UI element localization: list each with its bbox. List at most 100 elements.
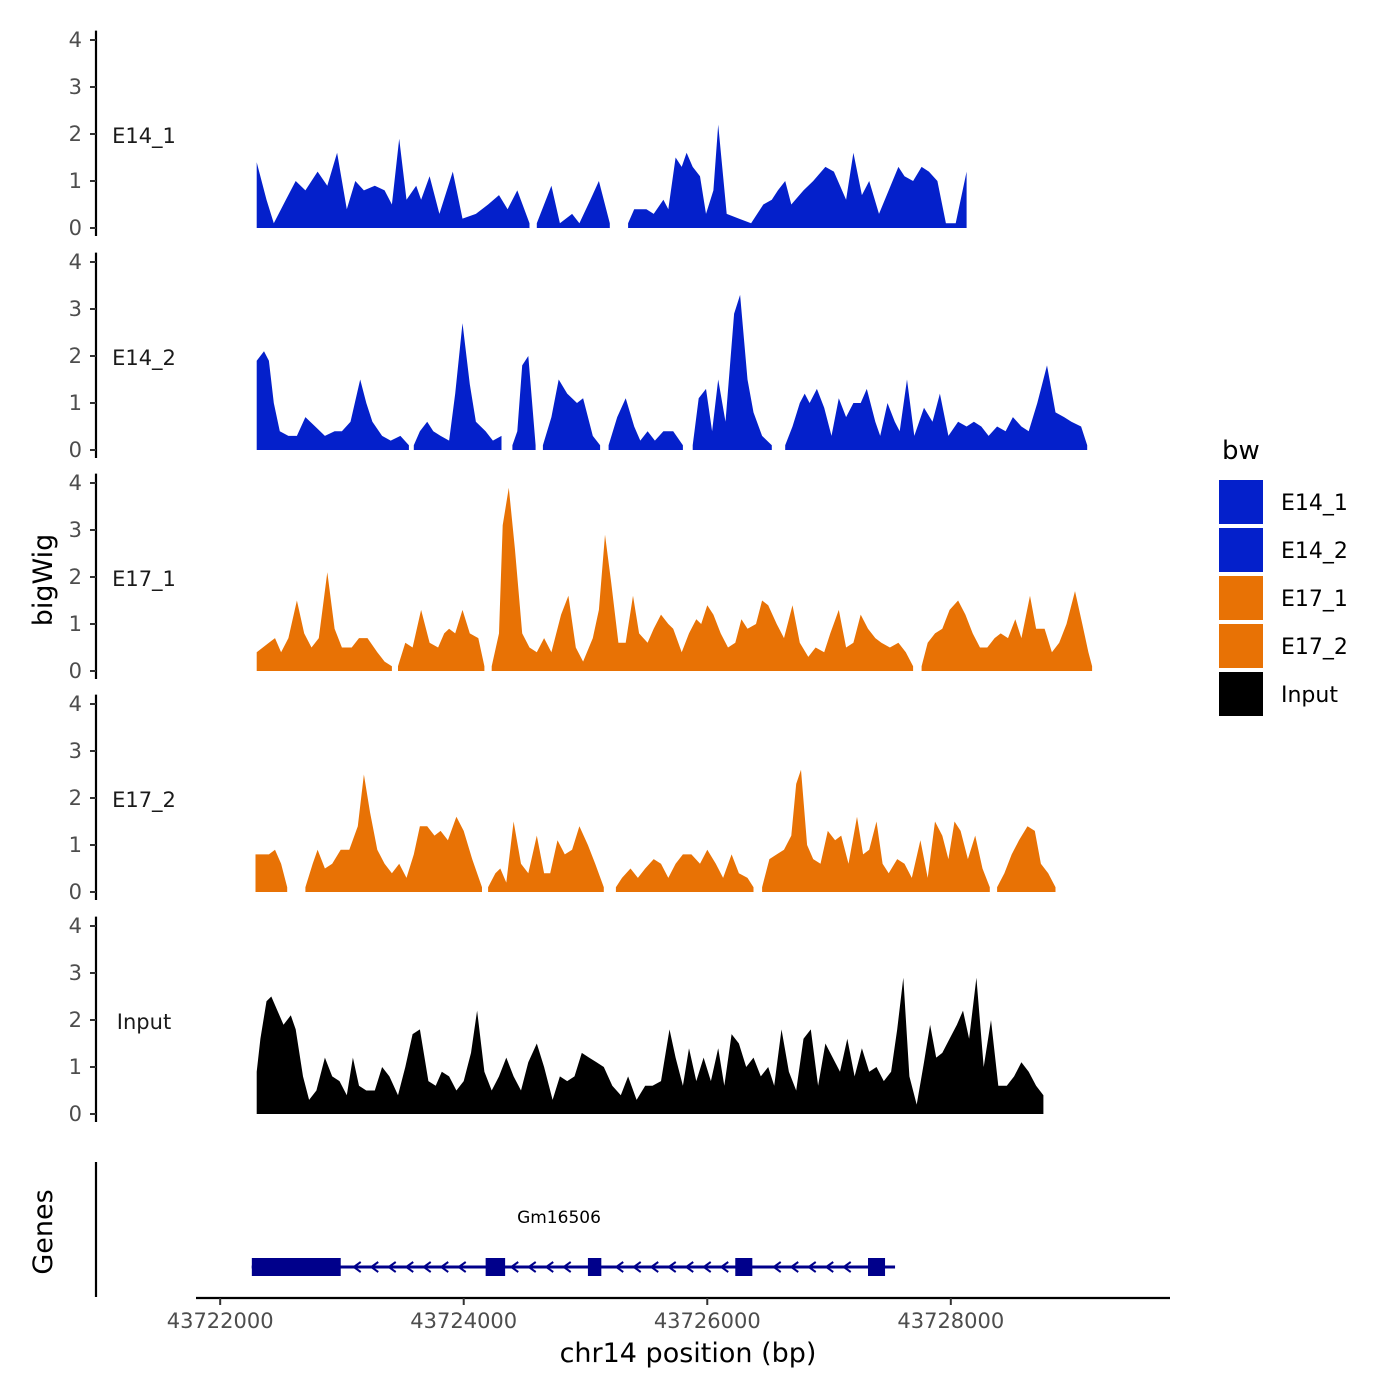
coverage-area-e17-2-4 (615, 849, 754, 892)
x-axis-title: chr14 position (bp) (560, 1338, 817, 1369)
track-e17-2: 0 1 2 3 4 E17_2 (69, 692, 1056, 904)
genes-axis-title: Genes (28, 1189, 59, 1274)
strand-arrow (544, 1261, 554, 1273)
coverage-area-e17-2-5 (762, 769, 990, 892)
coverage-area-input-1 (256, 977, 1044, 1114)
strand-arrow (404, 1261, 414, 1273)
strand-arrow (562, 1261, 572, 1273)
y-tick-label: 0 (69, 659, 82, 683)
strand-arrow (649, 1261, 659, 1273)
y-tick-label: 0 (69, 1102, 82, 1126)
gene-exon-2 (485, 1258, 506, 1276)
gene-label: Gm16506 (517, 1208, 601, 1228)
x-tick-label: 43724000 (410, 1309, 517, 1333)
coverage-area-e14-2-4 (542, 379, 601, 450)
y-tick-label: 1 (69, 391, 82, 415)
track-e14-2: 0 1 2 3 4 E14_2 (69, 250, 1088, 462)
y-tick-label: 1 (69, 1055, 82, 1079)
y-tick-label: 2 (69, 344, 82, 368)
y-tick-label: 3 (69, 739, 82, 763)
y-tick-label: 4 (69, 692, 82, 716)
track-e14-1: 0 1 2 3 4 E14_1 (69, 28, 967, 240)
track-e17-1: 0 1 2 3 4 E17_1 (69, 471, 1093, 683)
coverage-area-e14-1-3 (628, 124, 967, 228)
gene-exon-5 (868, 1258, 886, 1276)
gene-exon-3 (587, 1258, 602, 1276)
coverage-area-e14-1-1 (256, 138, 530, 228)
strand-arrow (702, 1261, 712, 1273)
track-label: E17_1 (112, 567, 176, 592)
legend-label: E17_1 (1281, 587, 1348, 612)
y-tick-label: 1 (69, 833, 82, 857)
legend: bw E14_1 E14_2 E17_1 E17_2 Input (1219, 436, 1348, 716)
strand-arrow (824, 1261, 834, 1273)
strand-arrow (719, 1261, 729, 1273)
y-tick-label: 2 (69, 565, 82, 589)
coverage-area-e17-1-2 (398, 609, 485, 671)
strand-arrow (614, 1261, 624, 1273)
strand-arrow (369, 1261, 379, 1273)
strand-arrow (422, 1261, 432, 1273)
legend-swatch-e17-2 (1219, 624, 1263, 668)
strand-arrow (789, 1261, 799, 1273)
strand-arrow (842, 1261, 852, 1273)
y-axis-title: bigWig (28, 534, 59, 627)
coverage-area-e14-1-2 (536, 181, 610, 228)
y-tick-label: 2 (69, 786, 82, 810)
coverage-area-e14-2-3 (512, 356, 536, 450)
y-tick-label: 2 (69, 1008, 82, 1032)
strand-arrow (352, 1261, 362, 1273)
y-tick-label: 4 (69, 28, 82, 52)
strand-arrow (457, 1261, 467, 1273)
x-tick-label: 43722000 (167, 1309, 274, 1333)
track-input: 0 1 2 3 4 Input (69, 914, 1044, 1126)
y-tick-label: 1 (69, 169, 82, 193)
gene-exon-4 (735, 1258, 753, 1276)
legend-label: E14_1 (1281, 491, 1348, 516)
coverage-area-e17-2-3 (488, 821, 604, 892)
y-tick-label: 0 (69, 438, 82, 462)
legend-swatch-e14-1 (1219, 480, 1263, 524)
track-panels: 0 1 2 3 4 E14_1 0 1 2 3 4 E14_2 0 1 2 3 4 E17_1 0 1 2 3 4 E17_2… (69, 28, 1093, 1126)
coverage-area-e17-2-2 (305, 774, 482, 892)
x-tick-label: 43728000 (897, 1309, 1004, 1333)
coverage-area-e17-1-3 (491, 487, 914, 671)
y-tick-label: 4 (69, 914, 82, 938)
legend-swatch-e17-1 (1219, 576, 1263, 620)
strand-arrow (632, 1261, 642, 1273)
x-axis: 43722000 43724000 43726000 43728000 (167, 1296, 1170, 1333)
strand-arrow (807, 1261, 817, 1273)
track-label: E17_2 (112, 788, 176, 813)
coverage-area-e17-1-4 (921, 591, 1093, 671)
x-tick-label: 43726000 (654, 1309, 761, 1333)
strand-arrow (772, 1261, 782, 1273)
coverage-area-e14-2-2 (413, 323, 502, 450)
legend-title: bw (1222, 436, 1260, 466)
y-tick-label: 3 (69, 75, 82, 99)
gene-panel: Gm16506 (94, 1162, 896, 1297)
y-tick-label: 2 (69, 122, 82, 146)
y-tick-label: 3 (69, 961, 82, 985)
coverage-area-e17-1-1 (256, 572, 392, 671)
y-tick-label: 1 (69, 612, 82, 636)
y-tick-label: 4 (69, 471, 82, 495)
coverage-area-e17-2-1 (255, 849, 288, 892)
legend-label: Input (1281, 683, 1338, 708)
coverage-area-e14-2-7 (785, 365, 1088, 450)
coverage-area-e17-2-6 (997, 826, 1056, 892)
gene-exon-1 (251, 1258, 341, 1276)
strand-arrow (387, 1261, 397, 1273)
track-label: E14_2 (112, 346, 176, 371)
y-tick-label: 3 (69, 518, 82, 542)
coverage-area-e14-2-6 (692, 294, 772, 450)
track-label: Input (117, 1010, 171, 1034)
legend-swatch-e14-2 (1219, 528, 1263, 572)
legend-label: E17_2 (1281, 635, 1348, 660)
strand-arrow (439, 1261, 449, 1273)
coverage-area-e14-2-1 (256, 351, 409, 450)
strand-arrow (509, 1261, 519, 1273)
strand-arrow (667, 1261, 677, 1273)
strand-arrow (527, 1261, 537, 1273)
strand-arrow (684, 1261, 694, 1273)
